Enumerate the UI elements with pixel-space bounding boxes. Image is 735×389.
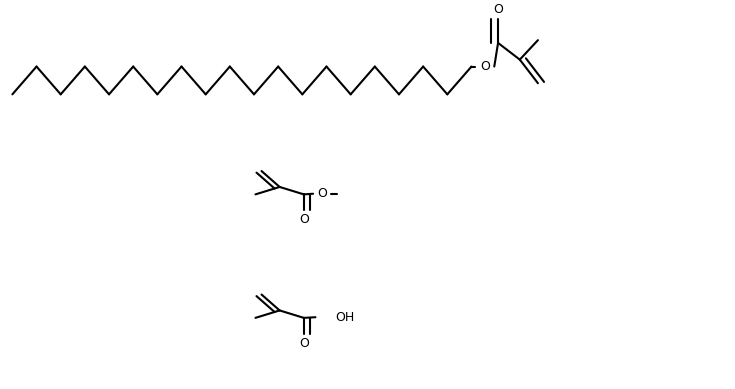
Text: O: O xyxy=(299,214,309,226)
Text: O: O xyxy=(299,337,309,350)
Text: O: O xyxy=(317,187,327,200)
Text: OH: OH xyxy=(335,311,354,324)
Text: O: O xyxy=(493,3,503,16)
Text: O: O xyxy=(480,60,490,73)
